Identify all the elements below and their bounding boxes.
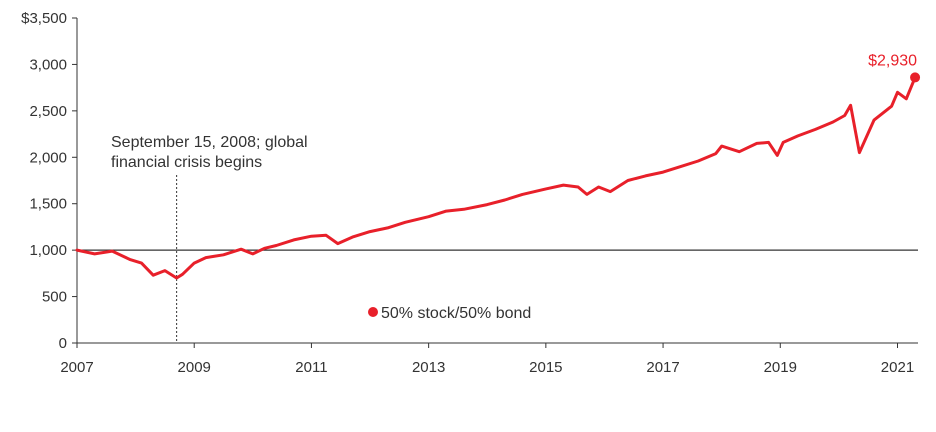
series-end-value-label: $2,930 bbox=[868, 52, 917, 69]
y-tick-label: 2,500 bbox=[29, 103, 67, 120]
x-tick-label: 2021 bbox=[881, 359, 914, 376]
x-tick-label: 2017 bbox=[646, 359, 679, 376]
y-tick-label: 0 bbox=[59, 335, 67, 352]
legend-label-50-50: 50% stock/50% bond bbox=[381, 305, 531, 322]
x-tick-label: 2015 bbox=[529, 359, 562, 376]
x-tick-label: 2019 bbox=[764, 359, 797, 376]
y-tick-label: $3,500 bbox=[21, 10, 67, 27]
y-tick-label: 3,000 bbox=[29, 56, 67, 73]
event-annotation-line-2: financial crisis begins bbox=[111, 154, 262, 171]
x-tick-label: 2009 bbox=[178, 359, 211, 376]
x-tick-label: 2013 bbox=[412, 359, 445, 376]
series-end-point bbox=[910, 72, 921, 83]
y-tick-label: 2,000 bbox=[29, 149, 67, 166]
series-line-50-50 bbox=[75, 75, 917, 280]
event-annotation-line-1: September 15, 2008; global bbox=[111, 134, 308, 151]
x-tick-label: 2011 bbox=[295, 359, 327, 376]
y-tick-label: 1,000 bbox=[29, 242, 67, 259]
x-tick-label: 2007 bbox=[60, 359, 93, 376]
legend-marker-50-50 bbox=[368, 307, 378, 317]
y-tick-label: 1,500 bbox=[29, 196, 67, 213]
y-tick-label: 500 bbox=[42, 289, 67, 306]
